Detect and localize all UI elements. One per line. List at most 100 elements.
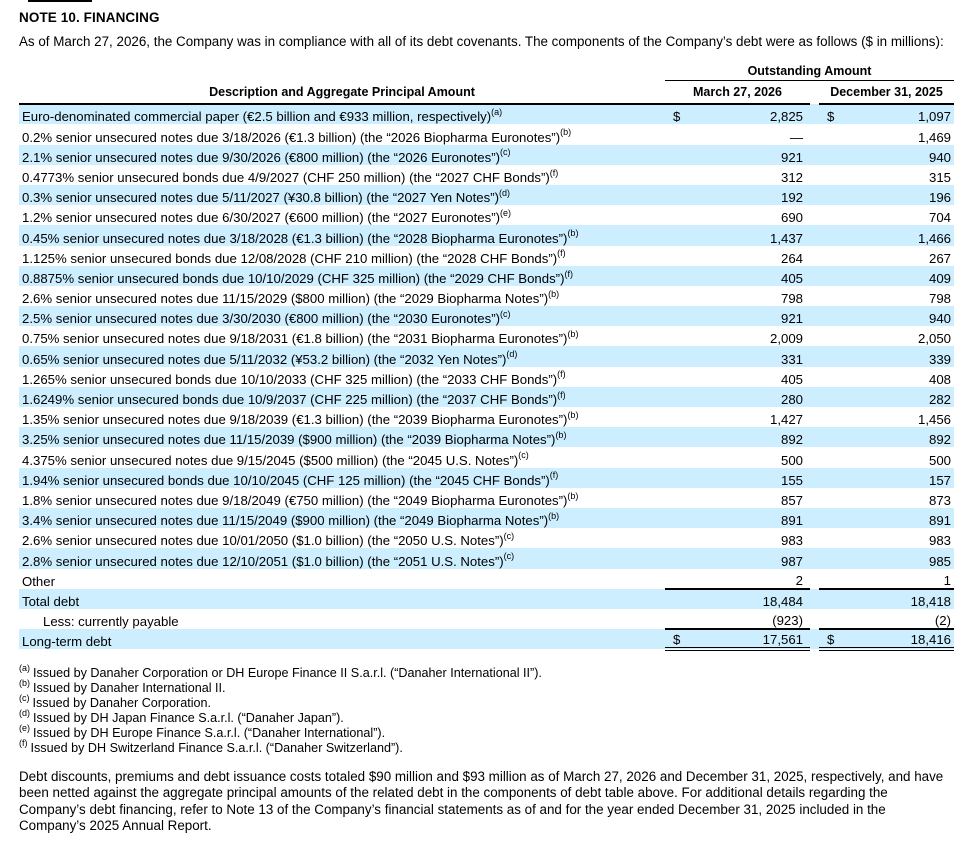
dollar-sign-december [819,306,844,327]
row-description-cell: 2.8% senior unsecured notes due 12/10/20… [19,548,665,569]
footnote-ref: (c) [499,147,511,158]
column-gap [810,124,819,144]
row-value-december: 873 [928,492,951,508]
table-row: Total debt 18,484 18,418 [19,588,954,609]
dollar-sign-march [665,246,690,266]
dollar-sign-march [665,588,690,609]
row-value-march: 280 [690,386,810,408]
row-value-december: 196 [844,184,954,206]
dollar-sign-march [665,306,690,327]
dollar-sign-december [819,184,844,206]
dollar-sign-march [665,447,690,467]
row-description-cell: 4.375% senior unsecured notes due 9/15/2… [19,447,665,468]
dollar-sign-march [665,144,690,165]
footnote-ref: (b) [567,490,579,501]
row-value-march: 2,009 [769,331,803,347]
row-value-december: 1,097 [844,104,954,125]
row-value-march: 2 [690,568,810,590]
dollar-sign-december [819,144,844,165]
row-description-cell: 0.75% senior unsecured notes due 9/18/20… [19,326,665,347]
column-gap [810,548,819,569]
table-row: 1.6249% senior unsecured bonds due 10/9/… [19,386,954,408]
dollar-sign-march [665,427,690,448]
dollar-sign-december [819,346,844,367]
row-value-march: 312 [780,169,803,185]
table-row: 1.94% senior unsecured bonds due 10/10/2… [19,467,954,488]
footnote-text: Issued by DH Japan Finance S.a.r.l. (“Da… [33,710,344,725]
row-description-cell: 0.45% senior unsecured notes due 3/18/20… [19,225,665,246]
column-header-march-27-2026: March 27, 2026 [665,80,810,106]
column-gap [810,246,819,266]
table-row: 1.8% senior unsecured notes due 9/18/204… [19,488,954,508]
dollar-sign-march [665,386,690,408]
row-value-december: 985 [844,548,954,569]
intro-paragraph: As of March 27, 2026, the Company was in… [19,34,944,49]
footnote: (a) Issued by Danaher Corporation or DH E… [19,664,952,681]
dollar-sign-december [819,467,844,488]
row-description-cell: 1.2% senior unsecured notes due 6/30/202… [19,205,665,225]
row-description-cell: 1.35% senior unsecured notes due 9/18/20… [19,407,665,427]
column-gap [810,225,819,246]
row-value-march: 798 [780,291,803,307]
footnote-marker: (e) [19,722,30,733]
table-row: 1.35% senior unsecured notes due 9/18/20… [19,407,954,427]
row-value-march: 987 [690,548,810,569]
row-value-march: 155 [690,467,810,488]
row-value-march: 892 [690,427,810,448]
table-row: 3.25% senior unsecured notes due 11/15/2… [19,427,954,448]
row-description-cell: Total debt [19,588,665,609]
row-description: 0.2% senior unsecured notes due 3/18/202… [22,129,561,145]
dollar-sign-december [819,246,844,266]
table-row: 0.65% senior unsecured notes due 5/11/20… [19,346,954,367]
row-value-march: 857 [780,492,803,508]
footnote: (b) Issued by Danaher International II. [19,677,952,696]
row-description-cell: 3.4% senior unsecured notes due 11/15/20… [19,507,665,529]
row-value-march: 192 [690,184,810,206]
dollar-sign-march [665,568,690,590]
table-row: Euro-denominated commercial paper (€2.5 … [19,104,954,125]
table-row: 0.2% senior unsecured notes due 3/18/202… [19,124,954,145]
table-row: 1.2% senior unsecured notes due 6/30/202… [19,205,954,225]
footnote-ref: (f) [557,369,566,380]
dollar-sign-march [665,165,690,185]
row-description: 3.4% senior unsecured notes due 11/15/20… [22,513,549,529]
dollar-sign-march: $ [665,104,690,125]
table-row: 0.75% senior unsecured notes due 9/18/20… [19,326,954,347]
row-description: 1.265% senior unsecured bonds due 10/10/… [22,371,558,387]
dollar-sign-march [665,346,690,367]
header-spacer-cell [19,62,665,81]
dollar-sign-march [665,286,690,306]
column-gap [810,467,819,488]
row-description: 2.6% senior unsecured notes due 11/15/20… [22,291,549,307]
dollar-sign-march [665,507,690,529]
row-value-december: 798 [928,291,951,307]
dollar-sign-march [665,184,690,206]
table-row: 4.375% senior unsecured notes due 9/15/2… [19,447,954,468]
footnote-ref: (b) [560,127,572,138]
footnote-marker: (b) [19,677,30,688]
dollar-sign-december [819,124,844,144]
footnote-ref: (c) [503,530,515,541]
row-description: Other [22,573,55,589]
row-value-march: 500 [780,452,803,468]
footnote: (f) Issued by DH Switzerland Finance S.a.… [19,738,952,756]
row-value-march: 921 [690,144,810,165]
row-description: 2.6% senior unsecured notes due 10/01/20… [22,533,504,549]
row-description-cell: Long-term debt [19,629,665,650]
table-row: Less: currently payable (923) (2) [19,608,954,631]
column-gap [810,427,819,448]
row-value-december: 892 [844,427,954,448]
row-value-march: 690 [780,210,803,226]
row-value-december: 282 [844,386,954,408]
column-gap [810,81,819,105]
column-gap [810,609,819,629]
footnote-ref: (f) [557,248,566,259]
row-value-december: 704 [928,210,951,226]
column-header-row: Description and Aggregate Principal Amou… [19,80,954,106]
row-description: 2.8% senior unsecured notes due 12/10/20… [22,553,504,569]
table-row: Long-term debt $ 17,561 $ 18,416 [19,629,954,652]
description-column-header: Description and Aggregate Principal Amou… [19,80,665,106]
footnote-ref: (b) [567,409,579,420]
column-gap [810,447,819,467]
footnote-ref: (c) [499,308,511,319]
